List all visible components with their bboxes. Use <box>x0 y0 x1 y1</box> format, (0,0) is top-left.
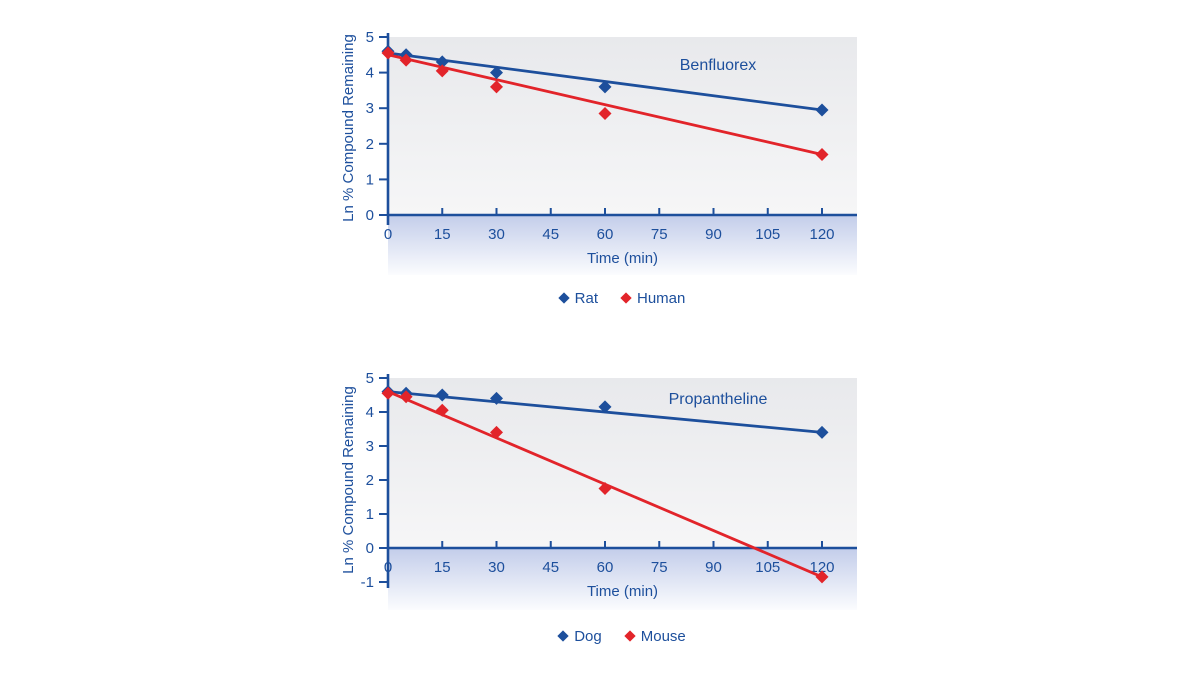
dog-data-point <box>598 400 612 414</box>
rat-legend-label: Rat <box>574 289 598 307</box>
y-tick-label: 0 <box>366 540 374 557</box>
x-tick-label: 0 <box>384 226 392 243</box>
legend-benfluorex: Rat Human <box>388 287 857 309</box>
y-axis-title: Ln % Compound Remaining <box>340 34 357 222</box>
human-data-point <box>399 53 413 67</box>
y-tick-label: 3 <box>366 438 374 455</box>
y-tick-label: 4 <box>366 404 374 421</box>
mouse-data-point <box>435 403 449 417</box>
x-tick-label: 105 <box>755 559 780 576</box>
rat-data-point <box>490 66 504 80</box>
x-tick-label: 75 <box>651 226 668 243</box>
x-tick-label: 105 <box>755 226 780 243</box>
x-tick-label: 30 <box>488 559 505 576</box>
legend-item-human: Human <box>620 289 686 307</box>
y-axis-title: Ln % Compound Remaining <box>340 386 357 574</box>
mouse-data-point <box>381 386 395 400</box>
human-data-point <box>490 80 504 94</box>
x-axis-title: Time (min) <box>587 250 658 267</box>
legend-item-rat: Rat <box>557 289 598 307</box>
human-data-point <box>435 64 449 78</box>
x-axis-title: Time (min) <box>587 583 658 600</box>
x-tick-label: 60 <box>597 226 614 243</box>
x-tick-label: 60 <box>597 559 614 576</box>
rat-legend-diamond-icon <box>557 292 570 304</box>
plot-area-background <box>388 37 857 215</box>
x-tick-label: 90 <box>705 226 722 243</box>
x-tick-label: 0 <box>384 559 392 576</box>
x-tick-label: 45 <box>542 226 559 243</box>
chart-title: Benfluorex <box>680 57 757 74</box>
human-legend-diamond-icon <box>620 292 632 304</box>
legend-propantheline: Dog Mouse <box>388 625 857 647</box>
legend-item-dog: Dog <box>557 627 602 645</box>
human-data-point <box>598 107 612 121</box>
y-tick-label: -1 <box>361 574 374 591</box>
y-tick-label: 2 <box>366 472 374 489</box>
x-tick-label: 45 <box>542 559 559 576</box>
plot-area-background <box>388 378 857 548</box>
below-axis-band <box>388 548 857 610</box>
y-tick-label: 3 <box>366 100 374 117</box>
dog-data-point <box>490 391 504 405</box>
x-tick-label: 120 <box>809 226 834 243</box>
human-legend-label: Human <box>636 289 686 307</box>
y-tick-label: 2 <box>366 136 374 153</box>
human-trend-line <box>386 53 824 156</box>
y-tick-label: 5 <box>366 370 374 387</box>
dog-data-point <box>435 388 449 402</box>
y-tick-label: 4 <box>366 65 374 82</box>
legend-item-mouse: Mouse <box>624 627 686 645</box>
x-tick-label: 75 <box>651 559 668 576</box>
below-axis-band <box>388 215 857 275</box>
dog-data-point <box>815 425 829 439</box>
mouse-data-point <box>490 425 504 439</box>
dog-legend-label: Dog <box>574 627 602 645</box>
x-tick-label: 30 <box>488 226 505 243</box>
rat-data-point <box>815 103 829 117</box>
y-tick-label: 0 <box>366 207 374 224</box>
human-data-point <box>815 147 829 161</box>
x-tick-label: 120 <box>809 559 834 576</box>
dog-legend-diamond-icon <box>557 630 569 642</box>
x-tick-label: 15 <box>434 226 451 243</box>
y-tick-label: 1 <box>366 171 374 188</box>
x-tick-label: 15 <box>434 559 451 576</box>
mouse-data-point <box>815 570 829 584</box>
human-data-point <box>381 46 395 60</box>
chart-title: Propantheline <box>669 391 768 408</box>
mouse-data-point <box>399 390 413 404</box>
mouse-legend-label: Mouse <box>640 627 686 645</box>
y-tick-label: 1 <box>366 506 374 523</box>
x-tick-label: 90 <box>705 559 722 576</box>
y-tick-label: 5 <box>366 29 374 46</box>
rat-data-point <box>435 55 449 69</box>
mouse-data-point <box>598 482 612 495</box>
rat-data-point <box>598 80 612 94</box>
mouse-legend-diamond-icon <box>624 630 636 642</box>
